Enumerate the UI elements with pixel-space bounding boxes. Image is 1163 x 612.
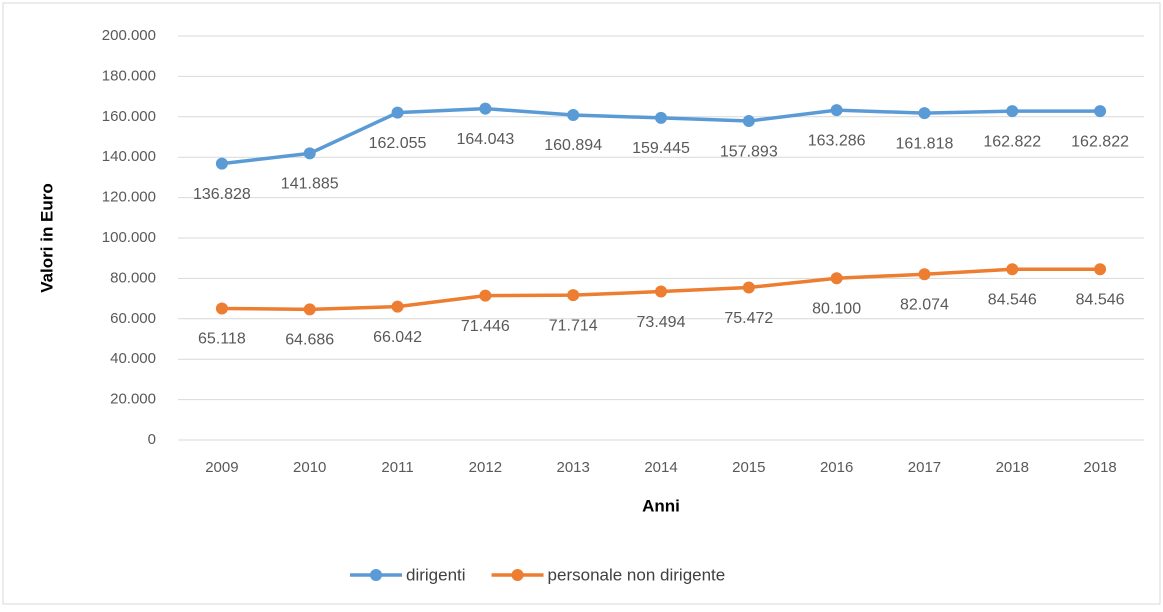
x-tick-label: 2012 (469, 459, 502, 476)
data-label: 157.893 (720, 143, 778, 160)
data-label: 161.818 (896, 135, 954, 152)
data-label: 136.828 (193, 186, 251, 203)
data-label: 164.043 (456, 131, 514, 148)
data-label: 73.494 (637, 314, 686, 331)
y-tick-label: 120.000 (102, 189, 156, 206)
data-label: 159.445 (632, 140, 690, 157)
x-tick-label: 2014 (644, 459, 677, 476)
legend-marker (511, 569, 524, 581)
data-label: 84.546 (1076, 291, 1125, 308)
data-label: 162.822 (1071, 133, 1129, 150)
data-point (1094, 263, 1107, 276)
data-label: 64.686 (285, 332, 334, 349)
data-point (567, 108, 580, 121)
x-tick-label: 2018 (996, 459, 1029, 476)
data-point (742, 281, 755, 294)
data-point (655, 285, 667, 298)
y-tick-label: 160.000 (102, 108, 156, 125)
data-point (918, 107, 931, 120)
data-point (830, 104, 843, 117)
x-tick-label: 2016 (820, 459, 853, 476)
x-tick-label: 2018 (1083, 459, 1116, 476)
data-point (479, 289, 492, 302)
x-tick-label: 2009 (205, 459, 238, 476)
data-label: 160.894 (544, 137, 602, 154)
y-axis-title: Valori in Euro (37, 183, 56, 293)
data-label: 162.822 (983, 133, 1041, 150)
y-tick-label: 200.000 (102, 27, 156, 44)
y-tick-label: 20.000 (110, 391, 156, 408)
y-tick-label: 60.000 (110, 310, 156, 327)
y-tick-label: 40.000 (110, 350, 156, 367)
x-tick-label: 2013 (556, 459, 589, 476)
data-point (742, 115, 755, 128)
legend-label: personale non dirigente (548, 565, 726, 584)
data-point (215, 157, 228, 170)
x-tick-label: 2017 (908, 459, 941, 476)
y-tick-label: 80.000 (110, 269, 156, 286)
data-point (215, 302, 228, 315)
data-label: 71.714 (549, 317, 598, 334)
data-label: 84.546 (988, 291, 1037, 308)
data-label: 65.118 (198, 331, 246, 348)
data-label: 82.074 (900, 296, 949, 313)
x-tick-label: 2011 (381, 459, 413, 476)
data-point (303, 147, 316, 160)
x-tick-label: 2010 (293, 459, 326, 476)
data-point (1006, 105, 1019, 118)
data-point (303, 303, 316, 316)
data-label: 163.286 (808, 132, 866, 149)
y-tick-label: 180.000 (102, 67, 156, 84)
data-label: 71.446 (461, 318, 510, 335)
data-label: 75.472 (724, 310, 773, 327)
data-point (391, 106, 404, 119)
x-tick-label: 2015 (732, 459, 765, 476)
data-point (655, 111, 667, 124)
data-label: 162.055 (369, 135, 427, 152)
y-tick-label: 100.000 (102, 229, 156, 246)
data-point (1094, 105, 1107, 118)
data-point (918, 268, 931, 281)
y-tick-label: 0 (148, 431, 156, 448)
data-label: 141.885 (281, 176, 339, 193)
y-tick-label: 140.000 (102, 148, 156, 165)
data-point (391, 300, 404, 313)
data-point (830, 272, 843, 285)
data-label: 66.042 (373, 329, 422, 346)
legend-marker (370, 569, 382, 581)
legend-label: dirigenti (406, 565, 466, 584)
data-point (479, 102, 492, 115)
data-label: 80.100 (812, 300, 861, 317)
x-axis-title: Anni (642, 496, 680, 515)
data-point (567, 289, 580, 302)
data-point (1006, 263, 1019, 276)
